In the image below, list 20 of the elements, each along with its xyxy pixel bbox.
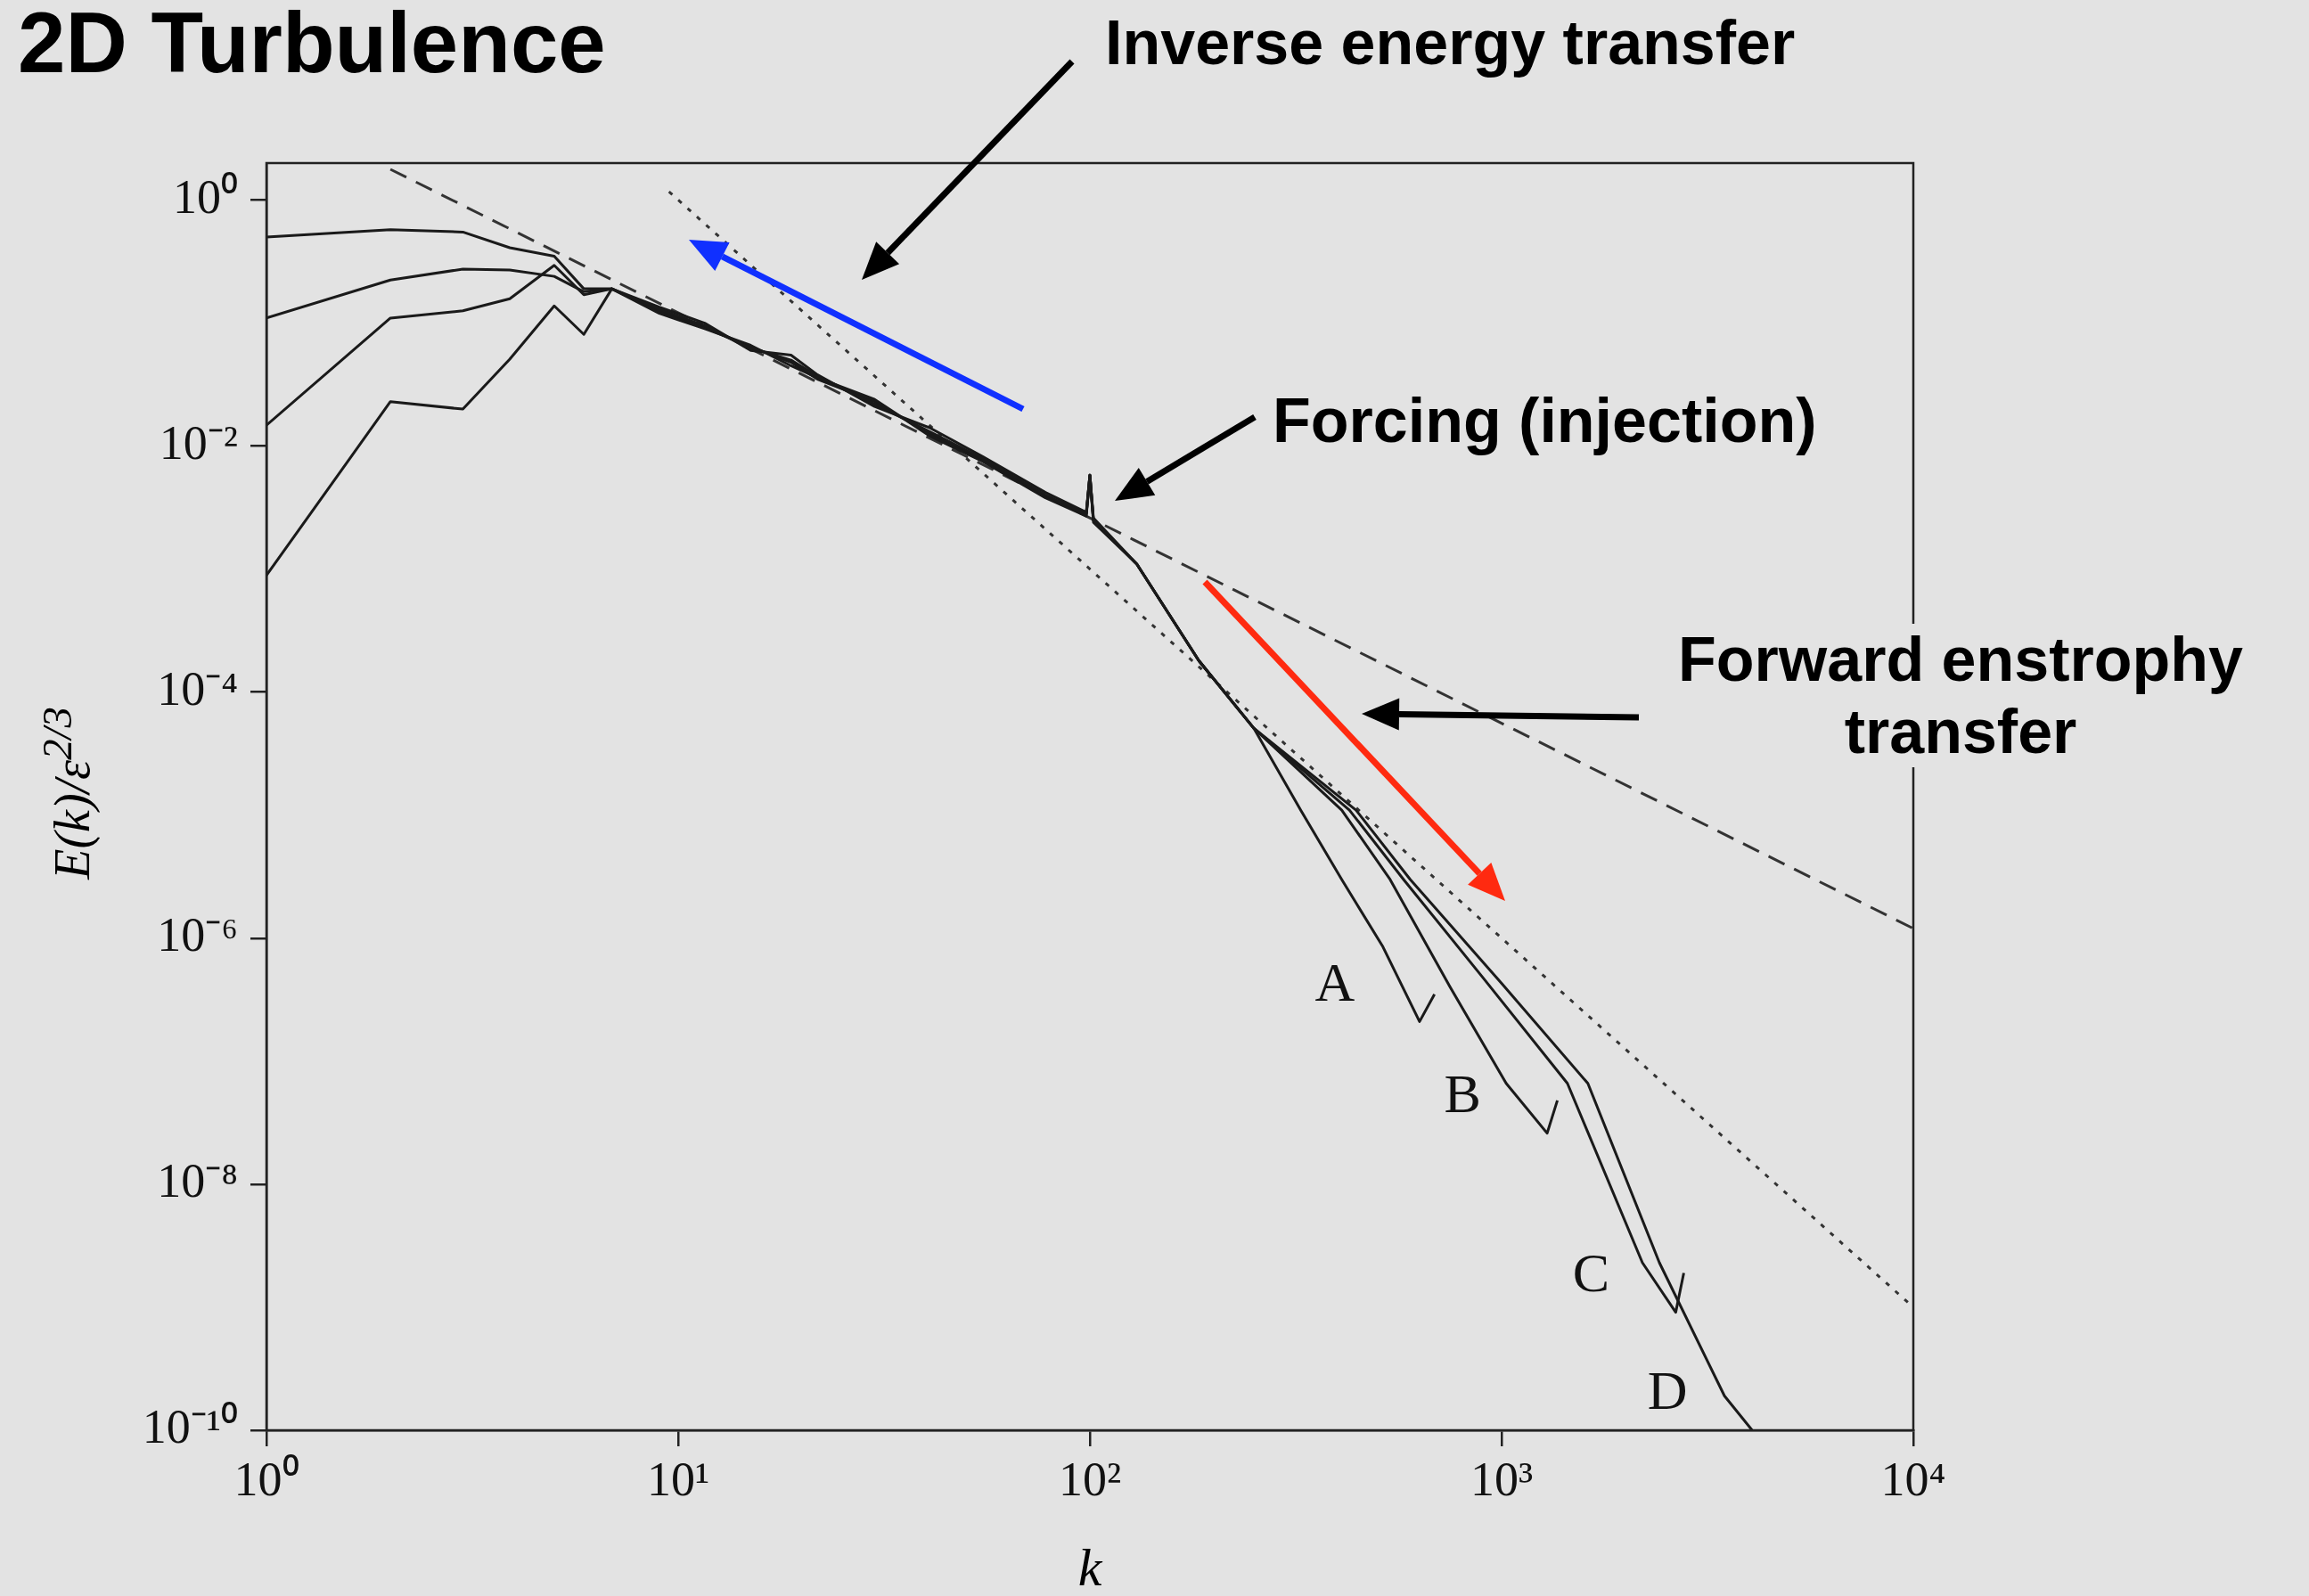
chart-title: 2D Turbulence <box>18 0 606 90</box>
y-tick-label: 10⁻⁴ <box>157 661 238 716</box>
annotation: Forcing (injection) <box>1273 385 1817 457</box>
y-tick-label: 10⁻² <box>159 415 238 470</box>
x-tick-label: 10⁴ <box>1880 1452 1946 1506</box>
y-tick-label: 10⁻⁸ <box>157 1154 238 1208</box>
series-label: A <box>1314 951 1355 1012</box>
series-label: B <box>1444 1062 1481 1124</box>
x-axis-title: k <box>1077 1537 1102 1596</box>
series-label: C <box>1572 1241 1610 1303</box>
text: Inverse energy transfer <box>1105 7 1796 79</box>
y-tick-label: 10⁻⁶ <box>157 908 238 962</box>
annotation: Forward enstrophy transfer <box>1631 624 2290 767</box>
y-tick-label: 10⁻¹⁰ <box>142 1400 238 1454</box>
x-tick-label: 10⁰ <box>233 1452 299 1506</box>
x-tick-label: 10² <box>1058 1452 1122 1506</box>
series-label: D <box>1647 1360 1688 1421</box>
x-tick-label: 10³ <box>1470 1452 1534 1506</box>
x-tick-label: 10¹ <box>646 1452 710 1506</box>
y-tick-label: 10⁰ <box>173 169 238 224</box>
